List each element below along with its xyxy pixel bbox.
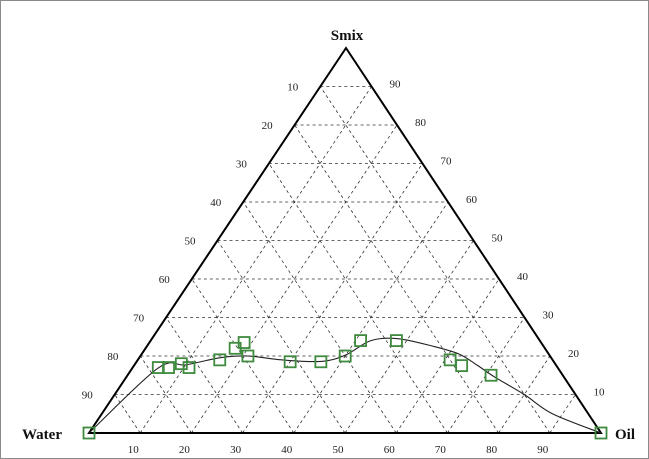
data-point-marker (314, 355, 328, 369)
tick-label: 10 (128, 444, 140, 456)
grid-line (344, 240, 474, 434)
data-point-marker (213, 353, 227, 367)
bottom-edge-ticks: 10 20 30 40 50 60 70 80 90 (128, 444, 549, 456)
tick-label: 50 (185, 236, 197, 248)
tick-label: 70 (441, 156, 453, 168)
data-point-marker (174, 357, 188, 371)
right-edge-ticks: 90 80 70 60 50 40 30 20 10 (390, 79, 606, 399)
tick-label: 10 (594, 387, 606, 399)
tick-label: 30 (236, 159, 248, 171)
tick-label: 80 (415, 117, 427, 129)
grid-lines (114, 86, 576, 434)
data-point-marker (484, 368, 498, 382)
left-edge-ticks: 10 20 30 40 50 60 70 80 90 (82, 82, 299, 402)
data-point-marker (162, 361, 175, 374)
data-point-marker (283, 355, 297, 369)
tick-label: 60 (466, 194, 478, 206)
grid-line (139, 86, 372, 434)
grid-line (319, 86, 551, 434)
grid-line (165, 317, 243, 434)
tick-label: 30 (230, 444, 242, 456)
tick-label: 30 (543, 310, 555, 322)
tick-label: 80 (107, 351, 119, 363)
tick-label: 70 (435, 444, 447, 456)
vertex-label-smix: Smix (331, 28, 364, 44)
data-point-marker (237, 336, 251, 349)
grid-line (242, 163, 423, 434)
data-point-marker (338, 349, 352, 363)
data-point-marker (354, 334, 368, 348)
tick-label: 90 (390, 79, 402, 91)
vertex-label-water: Water (22, 427, 62, 443)
tick-label: 80 (486, 444, 498, 456)
tick-label: 40 (281, 444, 293, 456)
tick-label: 20 (262, 120, 274, 132)
data-point-marker (241, 349, 255, 363)
tick-label: 50 (492, 233, 504, 245)
grid-line (395, 278, 500, 434)
data-point-marker (82, 426, 96, 440)
tick-label: 90 (82, 390, 94, 402)
tick-label: 60 (384, 444, 396, 456)
tick-label: 90 (537, 444, 549, 456)
phase-boundary-curve (88, 337, 602, 434)
grid-line (447, 317, 525, 434)
data-points (82, 334, 608, 440)
tick-label: 50 (333, 444, 345, 456)
grid-line (217, 240, 346, 434)
grid-line (242, 201, 397, 434)
grid-line (191, 124, 398, 434)
tick-label: 20 (179, 444, 191, 456)
triangle-outline (87, 46, 603, 434)
tick-label: 40 (210, 197, 222, 209)
tick-label: 10 (287, 82, 299, 94)
grid-line (294, 124, 499, 434)
vertex-label-oil: Oil (615, 427, 635, 443)
data-point-marker (594, 426, 608, 440)
grid-line (549, 394, 576, 434)
grid-line (268, 163, 448, 434)
tick-label: 70 (133, 313, 145, 325)
tick-label: 20 (568, 348, 580, 360)
data-point-marker (455, 359, 469, 373)
tick-label: 40 (517, 271, 529, 283)
grid-line (114, 394, 141, 434)
data-point-marker (390, 334, 403, 348)
grid-line (293, 201, 449, 434)
tick-label: 60 (159, 274, 171, 286)
data-point-marker (182, 361, 196, 374)
